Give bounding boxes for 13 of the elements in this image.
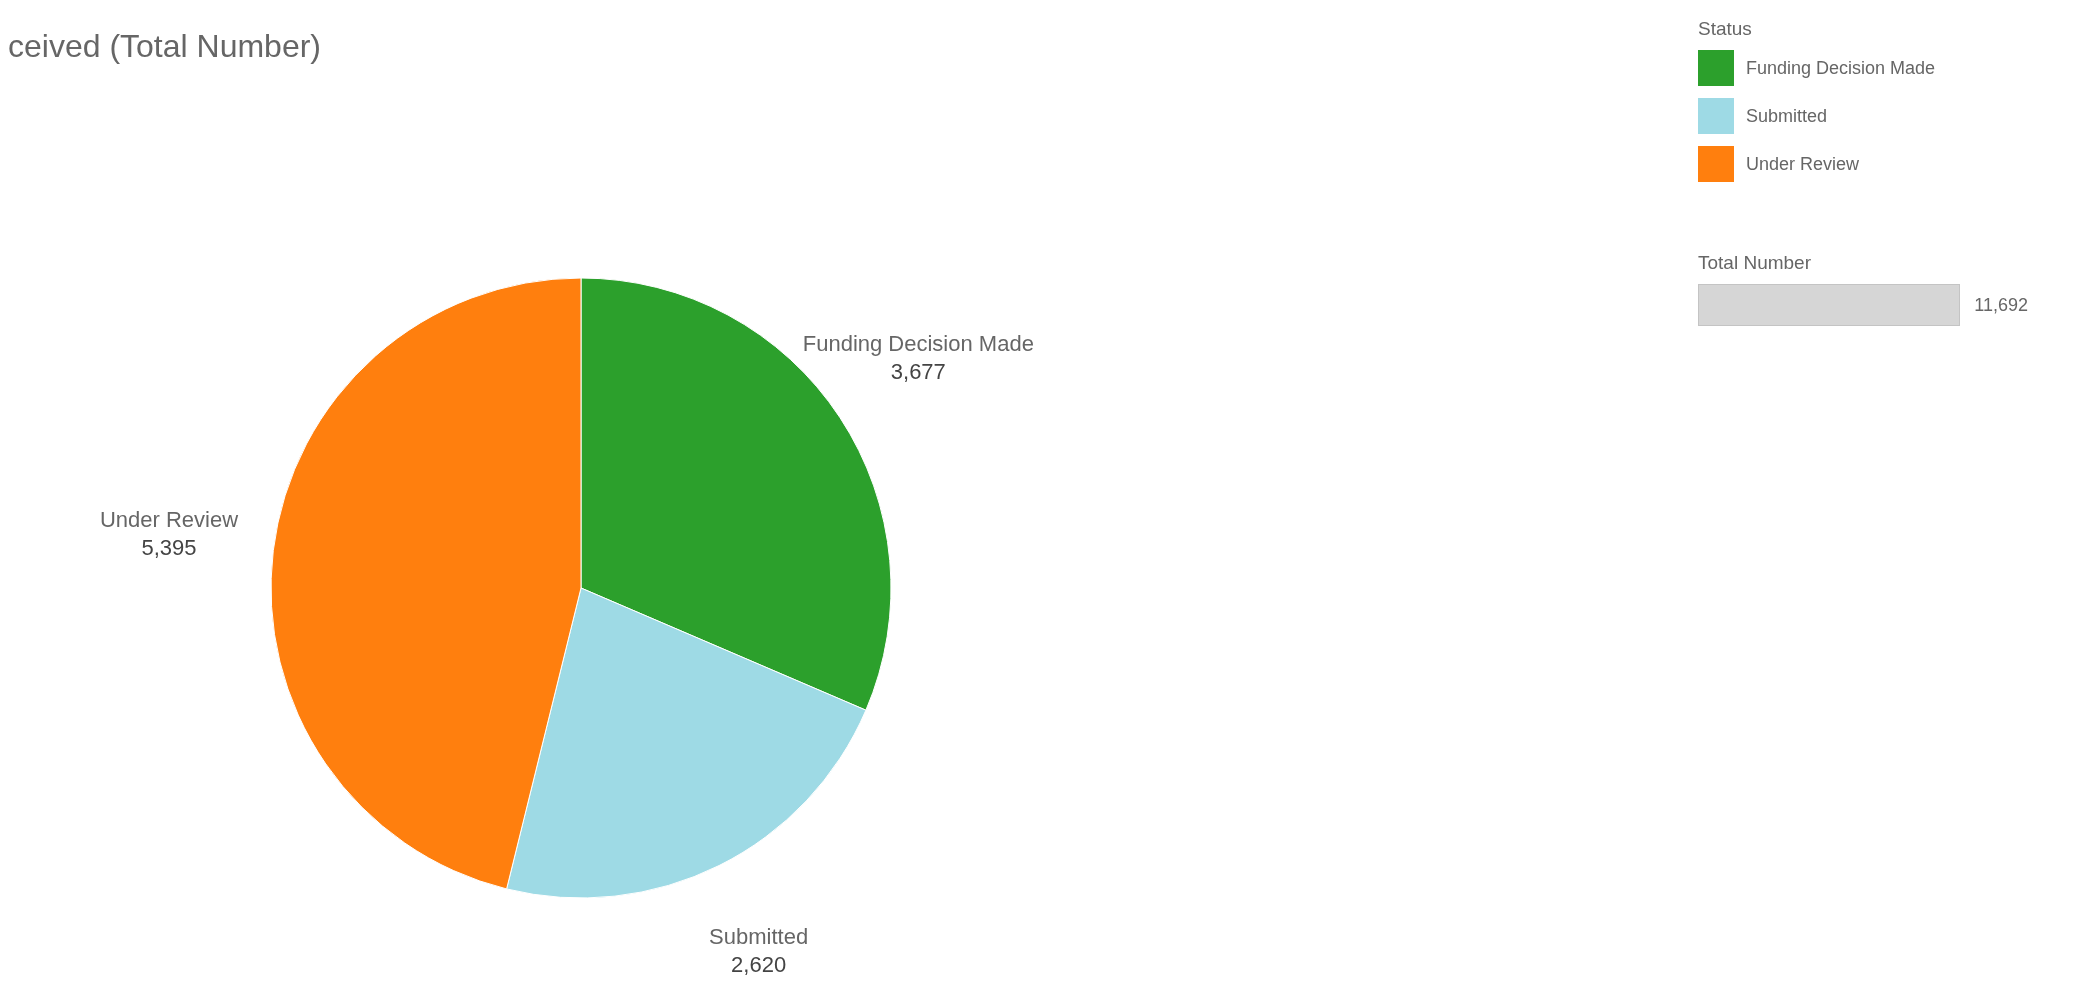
slice-label: Funding Decision Made: [802, 331, 1034, 357]
slice-label: Under Review: [99, 507, 239, 533]
text: Total Number: [1698, 252, 1812, 274]
text: 11,692: [1974, 294, 2028, 316]
data-label: 5,395: [141, 535, 197, 561]
chart-title: ceived (Total Number): [8, 28, 321, 65]
slice-label: Submitted: [709, 924, 809, 950]
data-label: 2,620: [731, 952, 787, 978]
legend-label: Funding Decision Made: [1746, 57, 1936, 79]
legend-label: Under Review: [1746, 153, 1860, 175]
data-label: 3,677: [890, 359, 946, 385]
legend-label: Submitted: [1746, 105, 1828, 127]
legend-title: Status: [1698, 18, 1753, 40]
